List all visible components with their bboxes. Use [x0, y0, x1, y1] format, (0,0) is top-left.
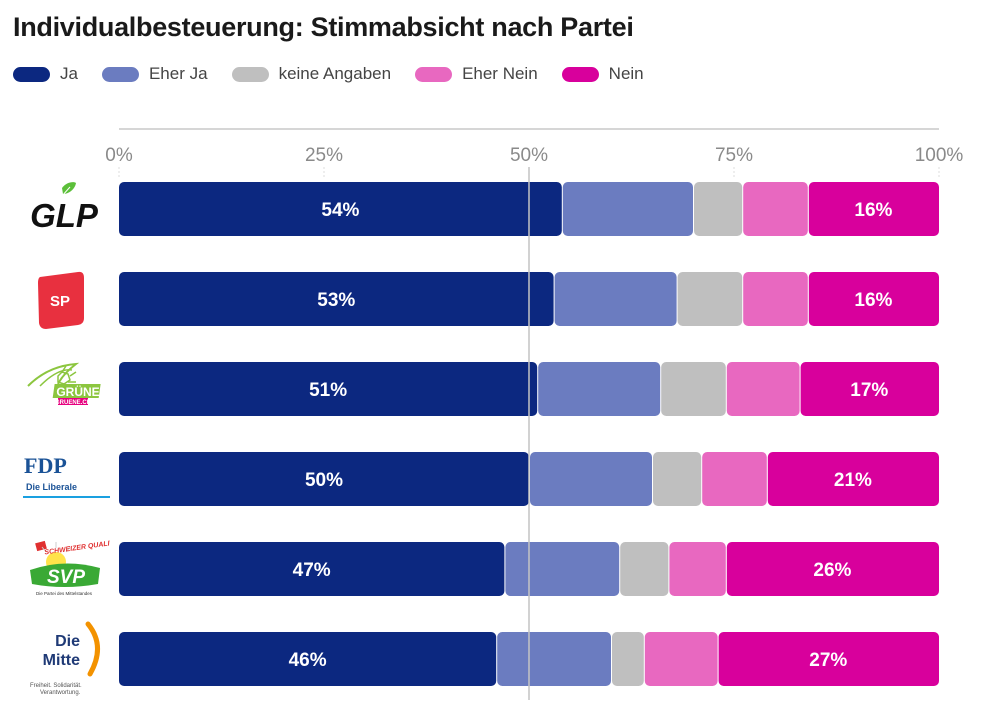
bar-data-label: 51%	[309, 380, 347, 401]
bar-segment-eher-ja[interactable]	[505, 542, 620, 596]
bar-row-sp: 53% 16%	[119, 272, 939, 326]
bar-segment-eher-nein[interactable]	[743, 272, 808, 326]
logo-glp: GLP	[18, 182, 110, 252]
bars: 54% 16% 53% 16% 51% 17% 50% 21% 47% 26% 46% 27%	[119, 182, 939, 686]
legend-label: Eher Ja	[148, 64, 208, 83]
legend-swatch	[231, 66, 269, 82]
bar-segment-eher-nein[interactable]	[669, 542, 726, 596]
sp-logo-icon: SP	[38, 271, 84, 329]
legend-swatch	[101, 66, 139, 82]
bar-segment-eher-ja[interactable]	[562, 182, 693, 236]
sp-logo-text: SP	[50, 293, 70, 310]
svp-logo-text: SVP	[47, 567, 85, 588]
bar-segment-eher-ja[interactable]	[497, 632, 611, 686]
bar-segment-ja[interactable]	[119, 272, 554, 326]
legend-label: Eher Nein	[462, 64, 538, 83]
bar-segment-nein[interactable]	[726, 542, 939, 596]
bar-segment-keine-angaben[interactable]	[694, 182, 743, 236]
legend-item-keine-angaben[interactable]: keine Angaben	[231, 64, 392, 84]
svp-logo-badge: SCHWEIZER QUALITÄT	[44, 538, 110, 557]
bar-segment-keine-angaben[interactable]	[620, 542, 669, 596]
bar-segment-eher-nein[interactable]	[726, 362, 800, 416]
logo-fdp: FDP Die Liberale	[18, 452, 111, 522]
bar-segment-nein[interactable]	[718, 632, 939, 686]
legend-label: keine Angaben	[278, 64, 392, 83]
glp-logo-icon: GLP	[30, 182, 99, 234]
legend: Ja Eher Ja keine Angaben Eher Nein Nein	[13, 64, 668, 84]
legend-item-eher-ja[interactable]: Eher Ja	[101, 64, 208, 84]
bar-data-label: 47%	[293, 560, 331, 581]
bar-segment-ja[interactable]	[119, 632, 497, 686]
gruene-logo-icon: GRÜNE GRUENE.CH	[27, 362, 101, 406]
legend-swatch	[561, 66, 599, 82]
fdp-logo-subtext: Die Liberale	[26, 482, 77, 492]
bar-data-label: 46%	[289, 650, 327, 671]
x-tick-label: 0%	[105, 145, 133, 166]
bar-segment-nein[interactable]	[800, 362, 939, 416]
gruene-logo-subtext: GRUENE.CH	[55, 400, 91, 406]
x-tick-label: 75%	[715, 145, 753, 166]
fdp-logo-icon: FDP Die Liberale	[23, 453, 111, 498]
chart-title: Individualbesteuerung: Stimmabsicht nach…	[13, 12, 634, 42]
legend-item-eher-nein[interactable]: Eher Nein	[415, 64, 538, 84]
legend-item-ja[interactable]: Ja	[13, 64, 78, 84]
bar-data-label: 17%	[850, 380, 888, 401]
x-tick-label: 100%	[915, 145, 964, 166]
bar-segment-ja[interactable]	[119, 542, 505, 596]
bar-segment-eher-nein[interactable]	[702, 452, 767, 506]
mitte-logo-line2: Mitte	[43, 652, 80, 669]
logo-sp: SP	[18, 266, 110, 336]
logo-gruene: GRÜNE GRUENE.CH	[18, 360, 110, 430]
x-tick-label: 25%	[305, 145, 343, 166]
bar-segment-nein[interactable]	[808, 272, 939, 326]
bar-data-label: 54%	[321, 200, 359, 221]
bar-segment-keine-angaben[interactable]	[661, 362, 726, 416]
legend-item-nein[interactable]: Nein	[561, 64, 644, 84]
mitte-logo-subtext2: Verantwortung.	[40, 690, 81, 696]
bar-data-label: 50%	[305, 470, 343, 491]
svp-logo-icon: SCHWEIZER QUALITÄT SVP Die Partei des Mi…	[30, 537, 124, 596]
bar-data-label: 27%	[809, 650, 847, 671]
bar-data-label: 16%	[854, 290, 892, 311]
bar-data-label: 53%	[317, 290, 355, 311]
bar-segment-nein[interactable]	[808, 182, 939, 236]
legend-swatch	[415, 66, 453, 82]
bar-segment-eher-ja[interactable]	[530, 452, 652, 506]
bar-row-die-mitte: 46% 27%	[119, 632, 939, 686]
mitte-logo-subtext1: Freiheit. Solidarität.	[30, 683, 82, 689]
logo-svp: SCHWEIZER QUALITÄT SVP Die Partei des Mi…	[18, 537, 124, 608]
bar-segment-eher-nein[interactable]	[644, 632, 718, 686]
mitte-logo-icon: Die Mitte Freiheit. Solidarität. Verantw…	[30, 621, 100, 696]
bar-row-glp: 54% 16%	[119, 182, 939, 236]
bar-segment-eher-ja[interactable]	[538, 362, 661, 416]
mitte-logo-line1: Die	[55, 633, 80, 650]
bar-row-gr-ne: 51% 17%	[119, 362, 939, 416]
bar-data-label: 16%	[854, 200, 892, 221]
bar-data-label: 26%	[813, 560, 851, 581]
legend-label: Ja	[60, 64, 78, 83]
fdp-logo-text: FDP	[24, 453, 67, 478]
logo-die-mitte: Die Mitte Freiheit. Solidarität. Verantw…	[18, 620, 110, 705]
legend-label: Nein	[608, 64, 644, 83]
bar-row-svp: 47% 26%	[119, 542, 939, 596]
bar-segment-keine-angaben[interactable]	[612, 632, 644, 686]
bar-segment-keine-angaben[interactable]	[677, 272, 743, 326]
bar-row-fdp: 50% 21%	[119, 452, 939, 506]
x-tick-label: 50%	[510, 145, 548, 166]
bar-segment-nein[interactable]	[767, 452, 939, 506]
bar-segment-ja[interactable]	[119, 362, 538, 416]
bar-data-label: 21%	[834, 470, 872, 491]
gruene-logo-text: GRÜNE	[56, 384, 99, 399]
glp-logo-text: GLP	[30, 197, 99, 234]
bar-segment-ja[interactable]	[119, 452, 529, 506]
bar-segment-eher-ja[interactable]	[554, 272, 677, 326]
bar-segment-keine-angaben[interactable]	[653, 452, 702, 506]
bar-segment-eher-nein[interactable]	[743, 182, 808, 236]
bar-segment-ja[interactable]	[119, 182, 562, 236]
legend-swatch	[13, 66, 50, 82]
x-axis-ticks: 0% 25% 50% 75% 100%	[105, 145, 963, 178]
svp-logo-subtext: Die Partei des Mittelstandes	[36, 591, 93, 596]
